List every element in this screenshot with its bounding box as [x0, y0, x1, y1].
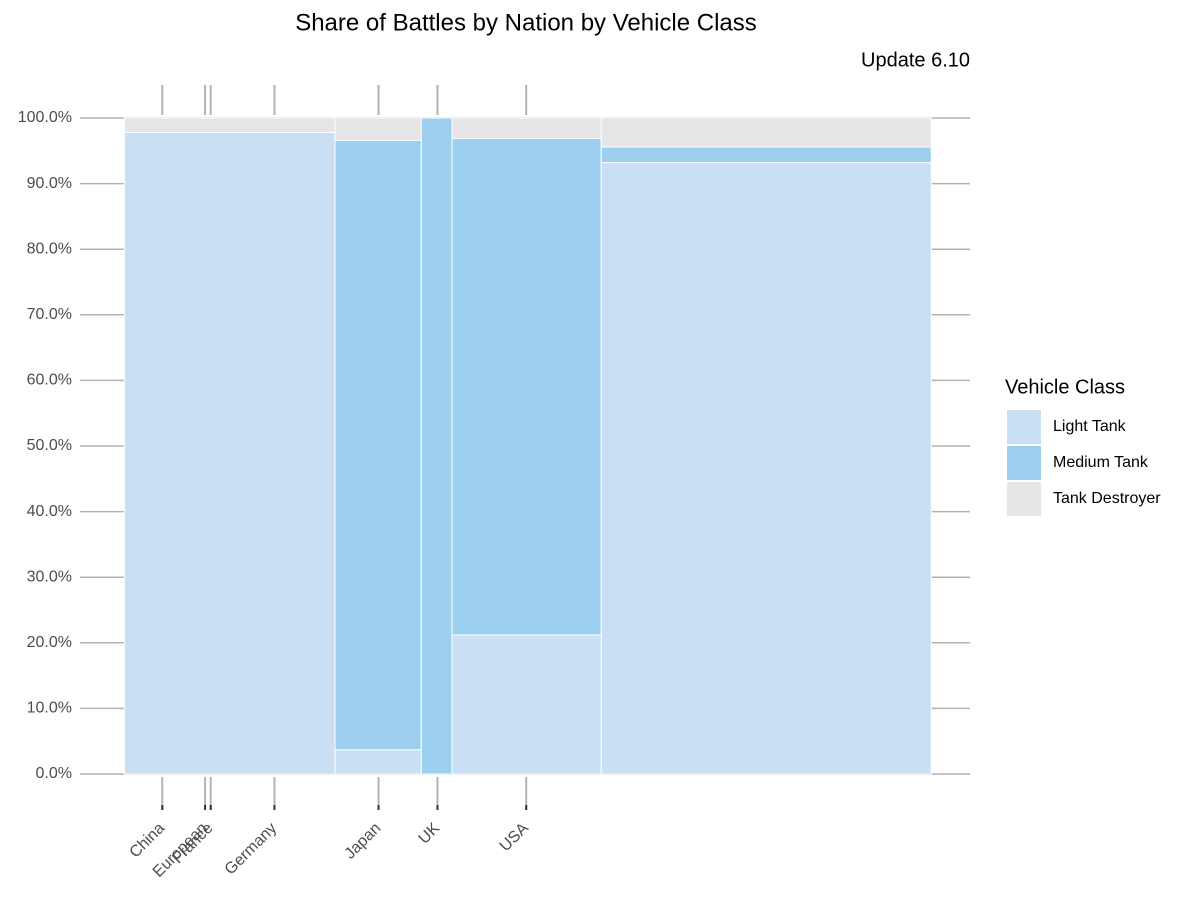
- y-tick-label: 90.0%: [27, 175, 72, 192]
- y-tick-label: 80.0%: [27, 240, 72, 257]
- chart-subtitle: Update 6.10: [861, 49, 970, 71]
- mosaic-cell: [451, 137, 602, 636]
- mosaic-cell: [123, 131, 336, 775]
- y-tick-label: 50.0%: [27, 437, 72, 454]
- y-tick-label: 100.0%: [18, 109, 72, 126]
- y-tick-label: 20.0%: [27, 634, 72, 651]
- y-tick-label: 10.0%: [27, 700, 72, 717]
- x-tick-label: UK: [416, 820, 444, 848]
- mosaic-cell: [334, 139, 422, 751]
- legend-label: Medium Tank: [1053, 454, 1149, 471]
- x-tick-label: Japan: [342, 820, 385, 863]
- legend-key: [1007, 482, 1041, 516]
- y-tick-label: 40.0%: [27, 503, 72, 520]
- mosaic-cell: [600, 117, 932, 148]
- mosaic-cell: [600, 162, 932, 775]
- legend-key: [1007, 410, 1041, 444]
- mosaic-cell: [420, 117, 453, 775]
- chart-title: Share of Battles by Nation by Vehicle Cl…: [295, 9, 757, 36]
- mosaic-cell: [334, 749, 422, 775]
- legend-label: Light Tank: [1053, 418, 1127, 435]
- y-tick-label: 0.0%: [36, 765, 72, 782]
- mosaic-cell: [334, 117, 422, 141]
- x-tick-label: Germany: [222, 820, 281, 879]
- legend-title: Vehicle Class: [1005, 376, 1125, 398]
- y-tick-label: 30.0%: [27, 568, 72, 585]
- mosaic-cell: [451, 634, 602, 775]
- mosaic-cell: [600, 146, 932, 164]
- legend-key: [1007, 446, 1041, 480]
- y-tick-label: 70.0%: [27, 306, 72, 323]
- x-tick-label: China: [127, 820, 169, 862]
- legend-label: Tank Destroyer: [1053, 490, 1161, 507]
- mosaic-cell: [123, 117, 336, 133]
- x-tick-label: USA: [497, 820, 533, 856]
- y-tick-label: 60.0%: [27, 372, 72, 389]
- mosaic-cell: [451, 117, 602, 139]
